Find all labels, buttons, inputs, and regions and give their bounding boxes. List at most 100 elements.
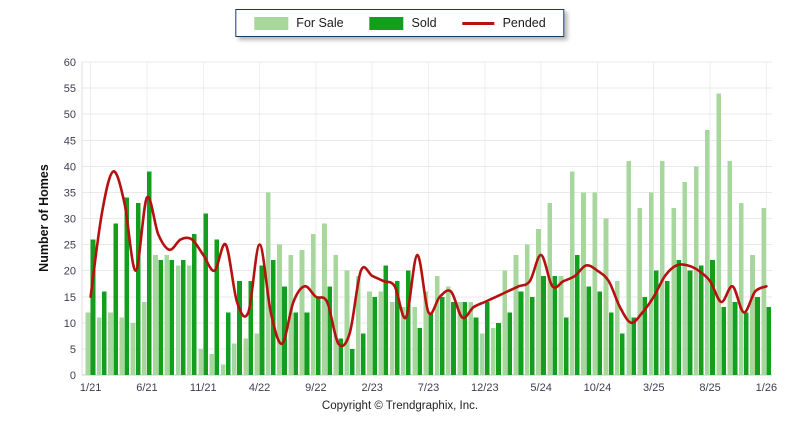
sold-bar (124, 197, 130, 375)
for-sale-bar (491, 328, 496, 375)
sold-bar (417, 328, 422, 375)
sold-bar (169, 260, 175, 375)
for-sale-bar (536, 228, 541, 375)
sold-bar (518, 291, 524, 375)
for-sale-bar (705, 129, 710, 375)
sold-bar (462, 301, 468, 375)
sold-swatch-icon (369, 16, 404, 30)
y-tick-label: 45 (64, 135, 76, 147)
for-sale-bar (513, 255, 519, 375)
for-sale-bar (130, 322, 136, 375)
sold-bar (361, 333, 366, 375)
for-sale-bar (355, 275, 361, 375)
sold-bar (383, 265, 389, 375)
legend-item-pended: Pended (462, 16, 546, 30)
for-sale-bar (401, 307, 406, 375)
for-sale-bar (164, 255, 170, 375)
for-sale-bar (558, 275, 564, 375)
for-sale-bar (389, 301, 395, 375)
sold-bar (372, 296, 377, 375)
for-sale-bar (603, 218, 609, 375)
sold-bar (473, 317, 479, 375)
y-tick-label: 15 (64, 292, 76, 304)
for-sale-bar (693, 166, 699, 375)
pended-line-swatch-icon (462, 21, 495, 25)
sold-bar (158, 260, 163, 375)
sold-bar (507, 312, 513, 375)
sold-bar (259, 265, 265, 375)
for-sale-bar (243, 338, 248, 375)
x-tick-label: 9/22 (305, 382, 326, 394)
sold-bar (484, 301, 490, 375)
for-sale-bar (569, 171, 575, 375)
for-sale-bar (310, 234, 316, 375)
sold-bar (653, 270, 659, 375)
for-sale-bar (626, 161, 631, 375)
for-sale-bar (85, 312, 91, 375)
chart-legend: For Sale Sold Pended (235, 9, 565, 37)
sold-bar (642, 296, 648, 375)
for-sale-bar (96, 317, 102, 375)
sold-bar (439, 296, 445, 375)
for-sale-bar (232, 343, 237, 375)
sold-bar (552, 275, 558, 375)
sold-bar (147, 171, 152, 375)
for-sale-bar (648, 192, 654, 375)
x-tick-label: 7/23 (418, 382, 439, 394)
for-sale-bar (423, 291, 429, 375)
for-sale-bar (637, 208, 643, 375)
y-tick-label: 0 (70, 370, 76, 382)
sold-bar (541, 275, 546, 375)
sold-bar (282, 286, 287, 375)
legend-label: For Sale (296, 16, 344, 30)
y-tick-label: 35 (64, 187, 76, 199)
sold-bar (90, 239, 96, 375)
sold-bar (743, 312, 749, 375)
y-tick-label: 5 (70, 344, 76, 356)
for-sale-bar (750, 255, 755, 375)
for-sale-bar (412, 307, 417, 375)
sold-bar (721, 307, 727, 375)
sold-bar (665, 281, 670, 375)
for-sale-bar (277, 244, 282, 375)
for-sale-bar (524, 244, 530, 375)
x-tick-label: 3/25 (643, 382, 664, 394)
for-sale-bar (254, 333, 260, 375)
for-sale-bar (502, 270, 507, 375)
y-tick-label: 30 (64, 214, 76, 226)
sold-bar (406, 270, 411, 375)
y-tick-label: 25 (64, 240, 76, 252)
sold-bar (225, 312, 231, 375)
y-tick-label: 40 (64, 161, 76, 173)
y-tick-label: 60 (64, 57, 76, 69)
for-sale-bar (457, 301, 462, 375)
sold-bar (698, 265, 704, 375)
for-sale-bar (671, 208, 676, 375)
for-sale-bar (547, 202, 553, 375)
for-sale-bar (344, 270, 350, 375)
y-tick-label: 10 (64, 318, 76, 330)
for-sale-bar (479, 333, 485, 375)
y-axis-title: Number of Homes (37, 164, 51, 272)
x-tick-label: 10/24 (584, 382, 612, 394)
sold-bar (451, 301, 456, 375)
sold-bar (192, 234, 197, 375)
for-sale-bar (367, 291, 372, 375)
sold-bar (529, 296, 535, 375)
sold-bar (620, 333, 625, 375)
x-tick-label: 1/26 (756, 382, 777, 394)
legend-label: Pended (502, 16, 546, 30)
sold-bar (732, 301, 738, 375)
for-sale-bar (175, 265, 181, 375)
sold-bar (394, 281, 400, 375)
for-sale-bar (682, 181, 688, 375)
pended-line (89, 170, 768, 348)
for-sale-bar (468, 301, 474, 375)
legend-item-for-sale: For Sale (254, 16, 344, 30)
for-sale-bar (581, 192, 586, 375)
for-sale-bar (108, 312, 113, 375)
sold-bar (315, 296, 321, 375)
x-tick-label: 4/22 (249, 382, 270, 394)
